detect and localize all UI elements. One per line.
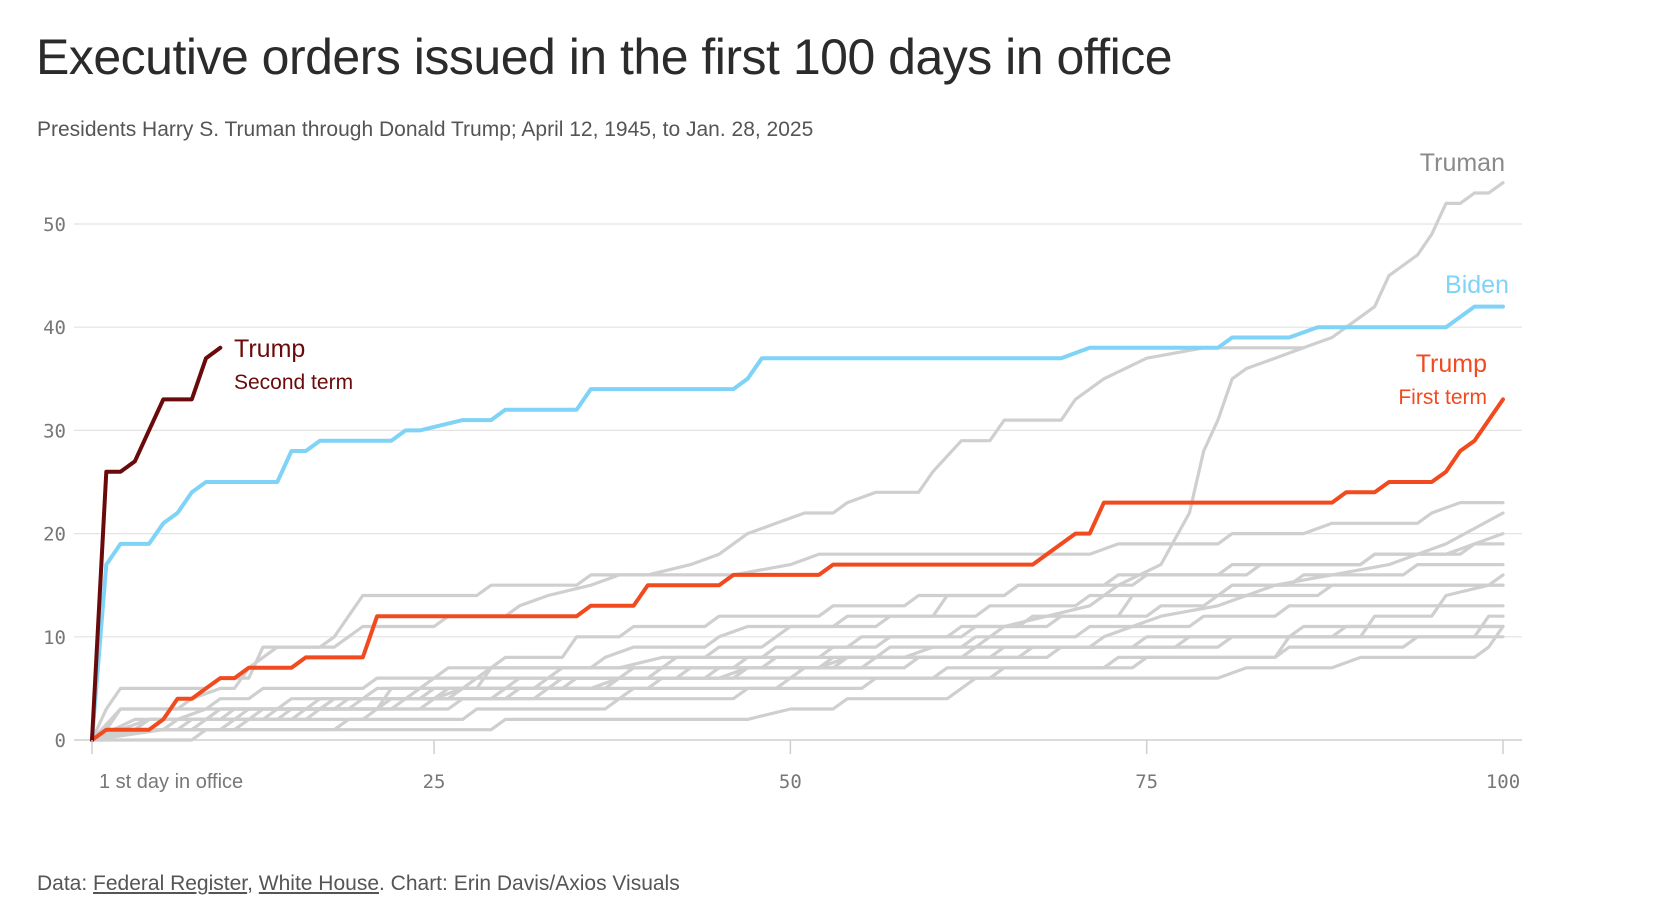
series-line-trump-first: [90, 397, 1505, 742]
x-tick-label-50: 50: [779, 771, 802, 793]
series-line-other-13: [90, 614, 1505, 742]
highlighted-lines: [90, 181, 1505, 742]
source-link-white-house[interactable]: White House: [258, 872, 379, 895]
x-tick-label-1: 1 st day in office: [99, 771, 243, 793]
series-line-other-8: [90, 583, 1505, 742]
series-sublabel-trump-first: First term: [1398, 386, 1487, 409]
series-label-trump-second: Trump: [234, 335, 305, 363]
series-label-trump-first: Trump: [1416, 350, 1487, 378]
series-line-other-7: [90, 624, 1505, 742]
x-tick-label-75: 75: [1135, 771, 1158, 793]
series-line-other-12: [90, 624, 1505, 742]
series-line-other-2: [90, 624, 1505, 742]
y-tick-label-40: 40: [43, 317, 66, 339]
series-line-other-6: [90, 346, 1306, 742]
series-line-other-11: [90, 563, 1505, 742]
line-chart: Truman Biden Trump First term Trump Second te…: [43, 150, 1522, 793]
y-tick-label-0: 0: [55, 730, 66, 752]
y-tick-label-30: 30: [43, 420, 66, 442]
footer-separator: ,: [247, 872, 259, 895]
series-line-other-4: [90, 501, 1505, 742]
chart-footer: Data: Federal Register, White House. Cha…: [37, 872, 680, 896]
series-line-other-10: [90, 583, 1505, 742]
source-link-federal-register[interactable]: Federal Register: [93, 872, 248, 895]
footer-credit: . Chart: Erin Davis/Axios Visuals: [379, 872, 680, 895]
series-line-other-9: [90, 542, 1505, 742]
y-tick-label-50: 50: [43, 214, 66, 236]
y-tick-label-10: 10: [43, 627, 66, 649]
line-labels: Truman Biden Trump First term Trump Second te…: [234, 150, 1509, 409]
y-tick-label-20: 20: [43, 524, 66, 546]
chart-subtitle: Presidents Harry S. Truman through Donal…: [37, 118, 814, 141]
series-line-truman: [90, 181, 1505, 742]
series-line-trump-second: [90, 345, 223, 742]
series-label-biden: Biden: [1445, 271, 1509, 299]
chart-title: Executive orders issued in the first 100…: [36, 29, 1173, 85]
series-sublabel-trump-second: Second term: [234, 371, 353, 394]
footer-prefix: Data:: [37, 872, 94, 895]
other-presidents-lines: [90, 346, 1505, 742]
grid: [74, 223, 1522, 741]
series-line-other-15: [90, 573, 1505, 742]
x-tick-label-100: 100: [1486, 771, 1520, 793]
x-tick-label-25: 25: [423, 771, 446, 793]
axis-ticks: 0 10 20 30 40 50 1 st day in office 25 50 75 100: [43, 214, 1520, 793]
series-line-biden: [90, 304, 1505, 742]
series-line-other-5: [90, 532, 1505, 742]
series-label-truman: Truman: [1420, 150, 1505, 177]
